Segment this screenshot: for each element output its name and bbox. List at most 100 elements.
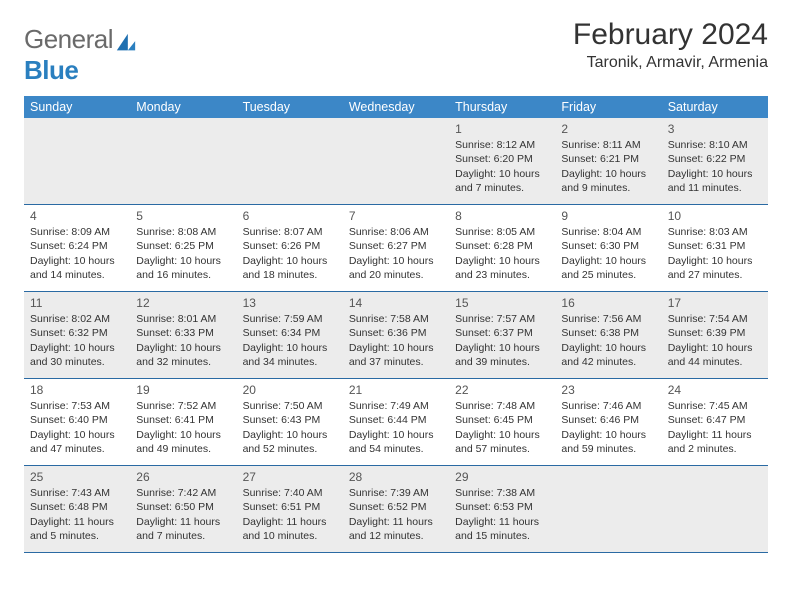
day-cell: 16Sunrise: 7:56 AMSunset: 6:38 PMDayligh… — [555, 292, 661, 378]
day-cell: 27Sunrise: 7:40 AMSunset: 6:51 PMDayligh… — [237, 466, 343, 552]
day-cell: 29Sunrise: 7:38 AMSunset: 6:53 PMDayligh… — [449, 466, 555, 552]
daylight-text: Daylight: 11 hours and 5 minutes. — [30, 515, 124, 543]
sunrise-text: Sunrise: 8:05 AM — [455, 225, 549, 239]
sunset-text: Sunset: 6:52 PM — [349, 500, 443, 514]
day-number: 7 — [349, 208, 443, 224]
daylight-text: Daylight: 10 hours and 47 minutes. — [30, 428, 124, 456]
dayname-sat: Saturday — [662, 96, 768, 118]
daylight-text: Daylight: 10 hours and 34 minutes. — [243, 341, 337, 369]
day-cell: 22Sunrise: 7:48 AMSunset: 6:45 PMDayligh… — [449, 379, 555, 465]
day-cell: 2Sunrise: 8:11 AMSunset: 6:21 PMDaylight… — [555, 118, 661, 204]
sunrise-text: Sunrise: 7:54 AM — [668, 312, 762, 326]
daylight-text: Daylight: 10 hours and 57 minutes. — [455, 428, 549, 456]
calendar-page: GeneralBlue February 2024 Taronik, Armav… — [0, 0, 792, 553]
daylight-text: Daylight: 10 hours and 30 minutes. — [30, 341, 124, 369]
sunrise-text: Sunrise: 8:06 AM — [349, 225, 443, 239]
sunset-text: Sunset: 6:21 PM — [561, 152, 655, 166]
daylight-text: Daylight: 11 hours and 10 minutes. — [243, 515, 337, 543]
sunset-text: Sunset: 6:44 PM — [349, 413, 443, 427]
sunrise-text: Sunrise: 8:08 AM — [136, 225, 230, 239]
day-number: 22 — [455, 382, 549, 398]
day-cell: 6Sunrise: 8:07 AMSunset: 6:26 PMDaylight… — [237, 205, 343, 291]
daylight-text: Daylight: 10 hours and 20 minutes. — [349, 254, 443, 282]
sunset-text: Sunset: 6:39 PM — [668, 326, 762, 340]
day-number: 24 — [668, 382, 762, 398]
daylight-text: Daylight: 10 hours and 59 minutes. — [561, 428, 655, 456]
day-cell: 14Sunrise: 7:58 AMSunset: 6:36 PMDayligh… — [343, 292, 449, 378]
sunrise-text: Sunrise: 7:38 AM — [455, 486, 549, 500]
sunset-text: Sunset: 6:24 PM — [30, 239, 124, 253]
week-row: 1Sunrise: 8:12 AMSunset: 6:20 PMDaylight… — [24, 118, 768, 205]
sunrise-text: Sunrise: 7:42 AM — [136, 486, 230, 500]
day-number: 29 — [455, 469, 549, 485]
day-number: 17 — [668, 295, 762, 311]
day-number: 23 — [561, 382, 655, 398]
header: GeneralBlue February 2024 Taronik, Armav… — [24, 18, 768, 86]
sunset-text: Sunset: 6:46 PM — [561, 413, 655, 427]
day-cell: 15Sunrise: 7:57 AMSunset: 6:37 PMDayligh… — [449, 292, 555, 378]
day-cell: 20Sunrise: 7:50 AMSunset: 6:43 PMDayligh… — [237, 379, 343, 465]
day-cell: 8Sunrise: 8:05 AMSunset: 6:28 PMDaylight… — [449, 205, 555, 291]
day-cell: 12Sunrise: 8:01 AMSunset: 6:33 PMDayligh… — [130, 292, 236, 378]
daylight-text: Daylight: 10 hours and 49 minutes. — [136, 428, 230, 456]
day-cell: 26Sunrise: 7:42 AMSunset: 6:50 PMDayligh… — [130, 466, 236, 552]
sunrise-text: Sunrise: 7:39 AM — [349, 486, 443, 500]
day-header-row: Sunday Monday Tuesday Wednesday Thursday… — [24, 96, 768, 118]
week-row: 11Sunrise: 8:02 AMSunset: 6:32 PMDayligh… — [24, 292, 768, 379]
day-number: 10 — [668, 208, 762, 224]
daylight-text: Daylight: 10 hours and 54 minutes. — [349, 428, 443, 456]
sunset-text: Sunset: 6:27 PM — [349, 239, 443, 253]
sunset-text: Sunset: 6:25 PM — [136, 239, 230, 253]
day-cell — [237, 118, 343, 204]
day-cell: 11Sunrise: 8:02 AMSunset: 6:32 PMDayligh… — [24, 292, 130, 378]
sunrise-text: Sunrise: 7:56 AM — [561, 312, 655, 326]
day-cell: 4Sunrise: 8:09 AMSunset: 6:24 PMDaylight… — [24, 205, 130, 291]
sunrise-text: Sunrise: 7:50 AM — [243, 399, 337, 413]
day-number: 11 — [30, 295, 124, 311]
day-cell — [555, 466, 661, 552]
sunset-text: Sunset: 6:47 PM — [668, 413, 762, 427]
month-title: February 2024 — [573, 18, 768, 52]
day-number: 19 — [136, 382, 230, 398]
day-number: 2 — [561, 121, 655, 137]
day-cell: 7Sunrise: 8:06 AMSunset: 6:27 PMDaylight… — [343, 205, 449, 291]
dayname-mon: Monday — [130, 96, 236, 118]
sunset-text: Sunset: 6:26 PM — [243, 239, 337, 253]
day-number: 25 — [30, 469, 124, 485]
sunset-text: Sunset: 6:22 PM — [668, 152, 762, 166]
daylight-text: Daylight: 10 hours and 39 minutes. — [455, 341, 549, 369]
sunrise-text: Sunrise: 8:04 AM — [561, 225, 655, 239]
sunset-text: Sunset: 6:34 PM — [243, 326, 337, 340]
sunrise-text: Sunrise: 8:09 AM — [30, 225, 124, 239]
sunrise-text: Sunrise: 7:46 AM — [561, 399, 655, 413]
day-cell: 1Sunrise: 8:12 AMSunset: 6:20 PMDaylight… — [449, 118, 555, 204]
daylight-text: Daylight: 10 hours and 16 minutes. — [136, 254, 230, 282]
sunset-text: Sunset: 6:36 PM — [349, 326, 443, 340]
sunrise-text: Sunrise: 8:11 AM — [561, 138, 655, 152]
daylight-text: Daylight: 10 hours and 44 minutes. — [668, 341, 762, 369]
dayname-thu: Thursday — [449, 96, 555, 118]
sunrise-text: Sunrise: 8:10 AM — [668, 138, 762, 152]
day-cell: 25Sunrise: 7:43 AMSunset: 6:48 PMDayligh… — [24, 466, 130, 552]
sunrise-text: Sunrise: 7:45 AM — [668, 399, 762, 413]
daylight-text: Daylight: 11 hours and 15 minutes. — [455, 515, 549, 543]
sunrise-text: Sunrise: 7:43 AM — [30, 486, 124, 500]
sunset-text: Sunset: 6:31 PM — [668, 239, 762, 253]
daylight-text: Daylight: 10 hours and 25 minutes. — [561, 254, 655, 282]
brand-part2: Blue — [24, 55, 78, 85]
sunrise-text: Sunrise: 7:59 AM — [243, 312, 337, 326]
day-number: 18 — [30, 382, 124, 398]
week-row: 25Sunrise: 7:43 AMSunset: 6:48 PMDayligh… — [24, 466, 768, 553]
sunrise-text: Sunrise: 7:58 AM — [349, 312, 443, 326]
brand-part1: General — [24, 24, 113, 54]
day-number: 9 — [561, 208, 655, 224]
week-row: 4Sunrise: 8:09 AMSunset: 6:24 PMDaylight… — [24, 205, 768, 292]
sunset-text: Sunset: 6:28 PM — [455, 239, 549, 253]
daylight-text: Daylight: 10 hours and 14 minutes. — [30, 254, 124, 282]
dayname-tue: Tuesday — [237, 96, 343, 118]
calendar: Sunday Monday Tuesday Wednesday Thursday… — [24, 96, 768, 553]
daylight-text: Daylight: 11 hours and 2 minutes. — [668, 428, 762, 456]
daylight-text: Daylight: 11 hours and 7 minutes. — [136, 515, 230, 543]
day-number: 5 — [136, 208, 230, 224]
sunset-text: Sunset: 6:40 PM — [30, 413, 124, 427]
